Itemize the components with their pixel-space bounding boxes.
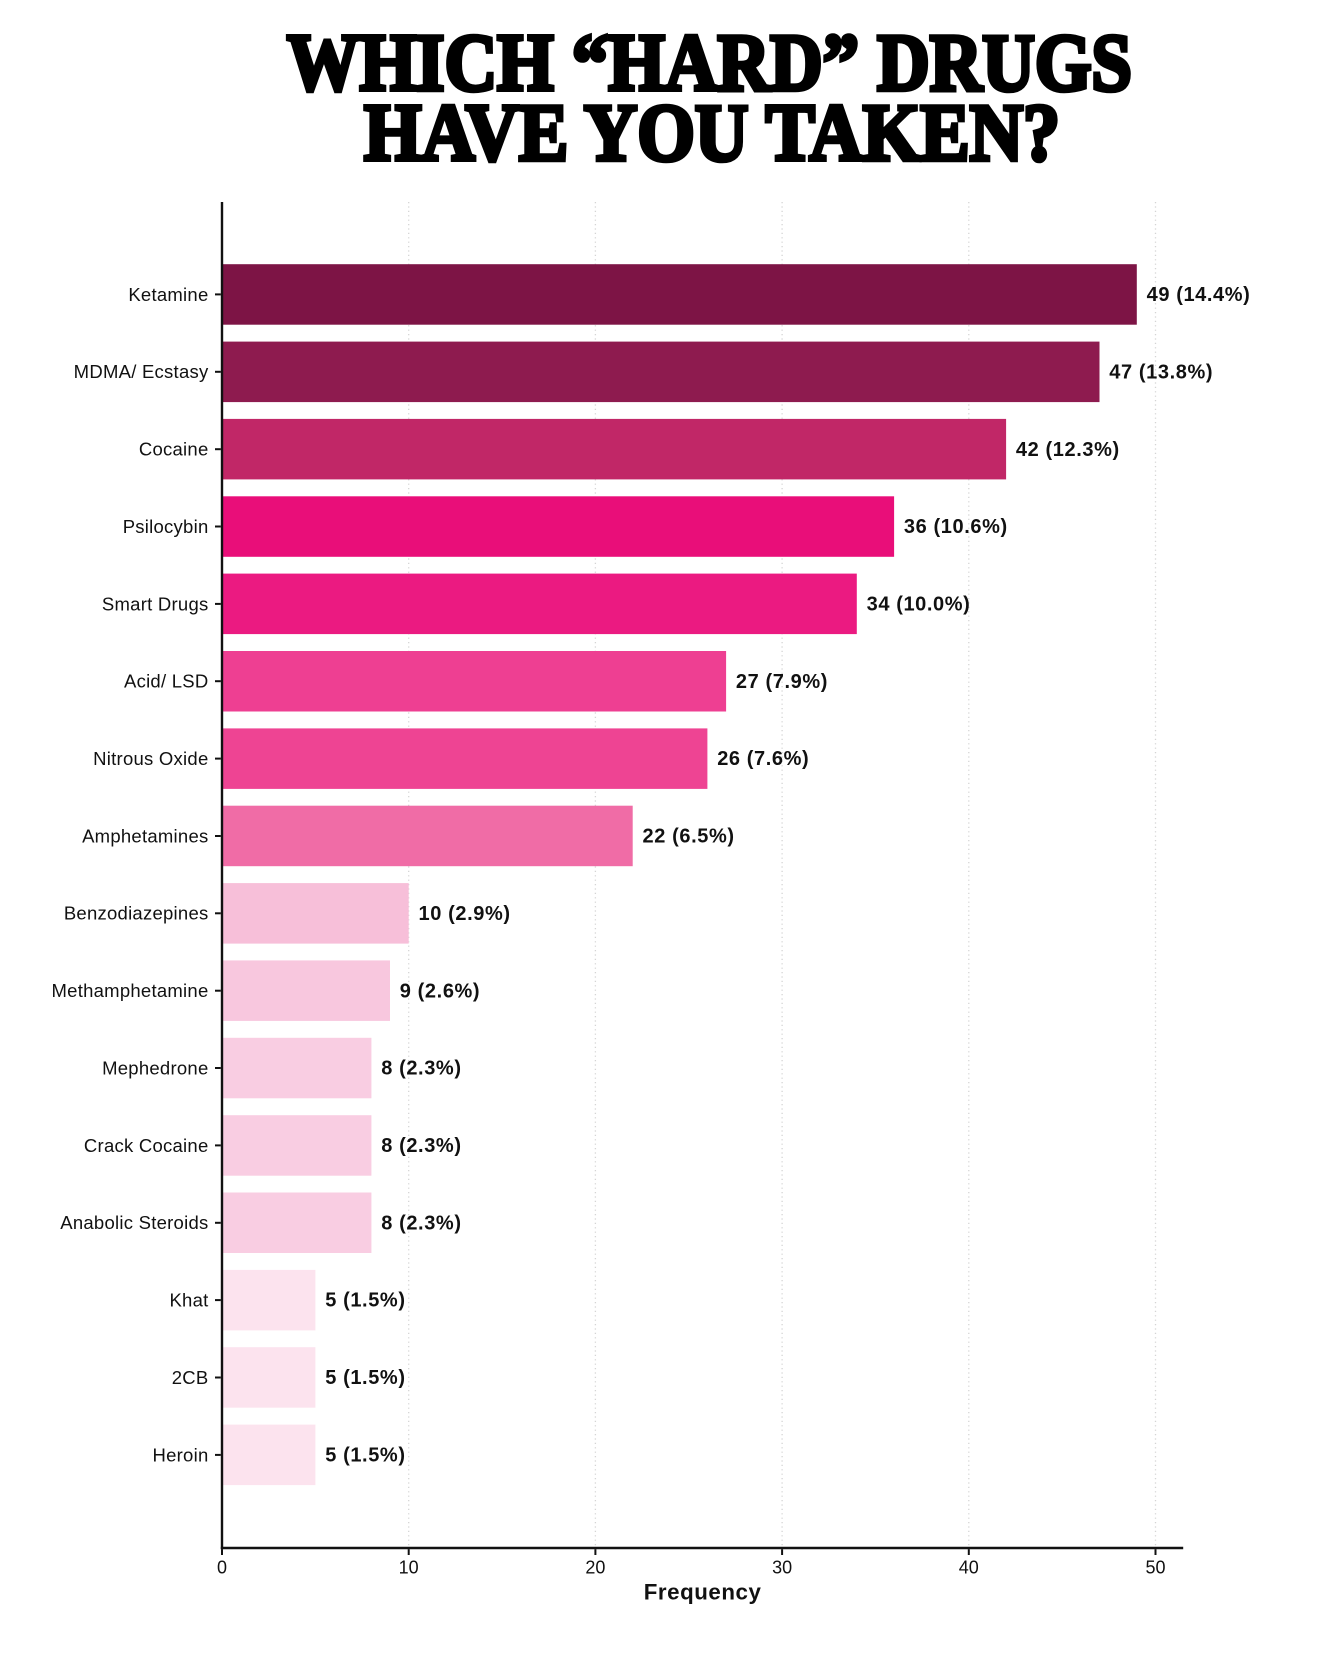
svg-text:8 (2.3%): 8 (2.3%) [381,1058,461,1080]
svg-text:5 (1.5%): 5 (1.5%) [325,1367,405,1389]
svg-text:Frequency: Frequency [644,1580,762,1605]
svg-text:8 (2.3%): 8 (2.3%) [381,1135,461,1157]
svg-text:Crack Cocaine: Crack Cocaine [84,1135,209,1156]
svg-text:50: 50 [1145,1558,1165,1578]
svg-text:26 (7.6%): 26 (7.6%) [717,748,809,770]
svg-text:20: 20 [585,1558,605,1578]
svg-text:Nitrous Oxide: Nitrous Oxide [93,748,208,769]
svg-text:Methamphetamine: Methamphetamine [52,980,209,1001]
svg-text:Benzodiazepines: Benzodiazepines [64,903,209,924]
svg-text:27 (7.9%): 27 (7.9%) [736,671,828,693]
svg-text:49 (14.4%): 49 (14.4%) [1147,284,1251,306]
svg-text:Heroin: Heroin [153,1444,209,1465]
svg-text:Mephedrone: Mephedrone [102,1058,208,1079]
svg-text:Cocaine: Cocaine [139,439,209,460]
svg-text:5 (1.5%): 5 (1.5%) [325,1445,405,1467]
svg-text:Smart Drugs: Smart Drugs [102,593,209,614]
svg-text:2CB: 2CB [172,1367,209,1388]
svg-text:Anabolic Steroids: Anabolic Steroids [60,1212,208,1233]
svg-text:10 (2.9%): 10 (2.9%) [419,903,511,925]
svg-text:47 (13.8%): 47 (13.8%) [1109,361,1213,383]
svg-text:22 (6.5%): 22 (6.5%) [643,826,735,848]
svg-text:0: 0 [217,1558,227,1578]
svg-text:Ketamine: Ketamine [128,284,208,305]
svg-text:Khat: Khat [169,1290,208,1311]
svg-text:5 (1.5%): 5 (1.5%) [325,1290,405,1312]
svg-text:40: 40 [959,1558,979,1578]
svg-text:Amphetamines: Amphetamines [82,825,208,846]
svg-text:34 (10.0%): 34 (10.0%) [867,594,971,616]
svg-text:Acid/ LSD: Acid/ LSD [124,671,209,692]
svg-text:Psilocybin: Psilocybin [123,516,209,537]
svg-text:30: 30 [772,1558,792,1578]
svg-text:WHICH “HARD” DRUGS: WHICH “HARD” DRUGS [287,17,1132,108]
svg-text:42 (12.3%): 42 (12.3%) [1016,439,1120,461]
svg-text:9 (2.6%): 9 (2.6%) [400,980,480,1002]
svg-text:36 (10.6%): 36 (10.6%) [904,516,1008,538]
svg-text:10: 10 [399,1558,419,1578]
svg-text:8 (2.3%): 8 (2.3%) [381,1212,461,1234]
svg-text:HAVE YOU TAKEN?: HAVE YOU TAKEN? [364,87,1060,178]
svg-text:MDMA/ Ecstasy: MDMA/ Ecstasy [74,361,209,382]
